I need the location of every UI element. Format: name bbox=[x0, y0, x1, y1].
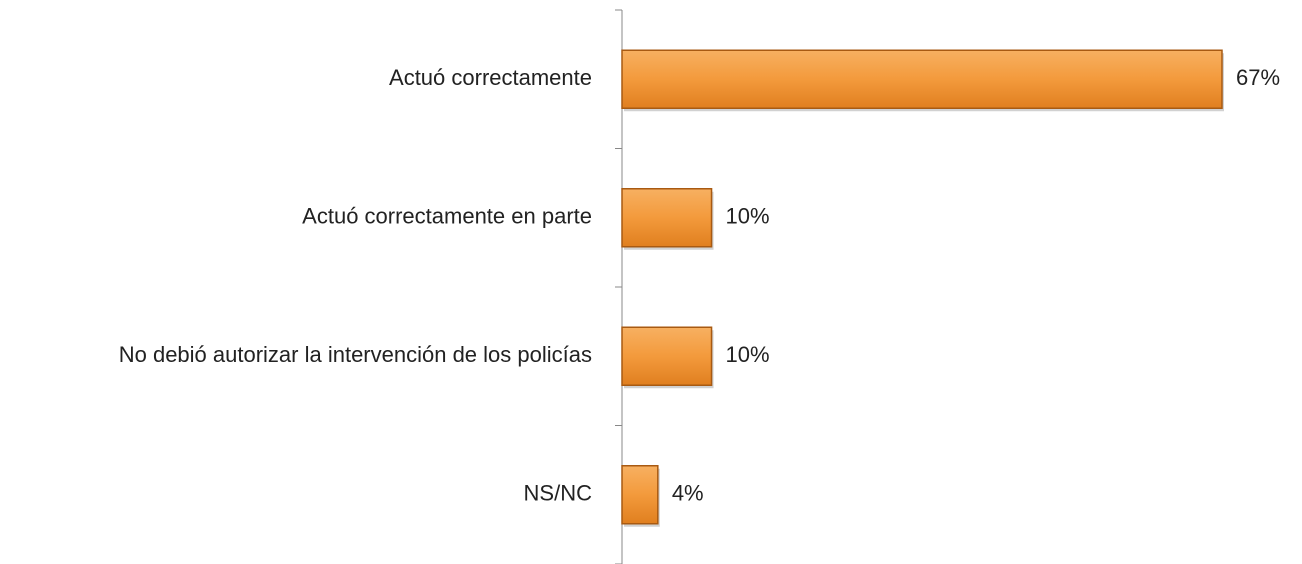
bar bbox=[621, 188, 713, 248]
category-label: NS/NC bbox=[524, 481, 593, 506]
category-label: Actuó correctamente en parte bbox=[302, 204, 592, 229]
value-label: 10% bbox=[726, 204, 770, 229]
bar bbox=[621, 326, 713, 386]
category-label: Actuó correctamente bbox=[389, 65, 592, 90]
category-label: No debió autorizar la intervención de lo… bbox=[119, 342, 592, 367]
value-label: 4% bbox=[672, 481, 704, 506]
value-label: 67% bbox=[1236, 65, 1280, 90]
bar bbox=[621, 465, 659, 525]
bar bbox=[621, 49, 1223, 109]
value-label: 10% bbox=[726, 342, 770, 367]
